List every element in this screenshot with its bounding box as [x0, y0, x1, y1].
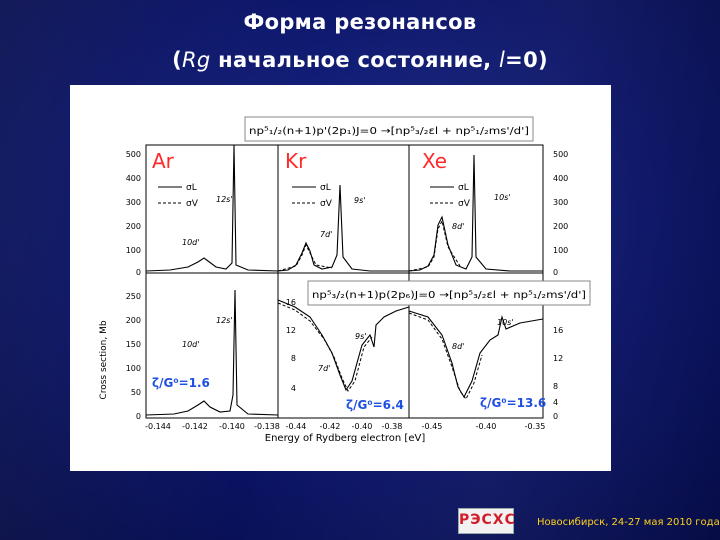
- kr-top-curve-sigma-l: [277, 184, 409, 272]
- kr-xtick-2: -0.42: [320, 422, 341, 431]
- xe-bottom-ytick-16: 16: [553, 326, 563, 335]
- xe-bottom-ytick-4: 4: [553, 398, 558, 407]
- logo-text: РЭСХС: [459, 512, 516, 528]
- panel-label-xe: Xe: [422, 149, 447, 173]
- xe-bottom-ytick-0: 0: [553, 412, 558, 421]
- x-axis-label: Energy of Rydberg electron [eV]: [265, 433, 426, 444]
- zeta-ar: ζ/G⁰=1.6: [152, 376, 210, 390]
- ar-bottom-ytick-0: 0: [136, 412, 141, 421]
- conference-logo: РЭСХС: [458, 508, 516, 534]
- ar-ytick-100: 100: [126, 246, 141, 255]
- xe-ytick-500: 500: [553, 150, 568, 159]
- panel-label-kr: Kr: [285, 149, 307, 173]
- kr-xtick-4: -0.38: [382, 422, 403, 431]
- kr-bottom-label-9s: 9s': [355, 332, 366, 341]
- ar-top-curve-sigma-l: [145, 144, 279, 272]
- xe-bottom-curve-sigma-v: [408, 312, 483, 400]
- ar-ytick-500: 500: [126, 150, 141, 159]
- figure-svg: 500 400 300 200 100 0 250 200 150 100 50…: [99, 116, 591, 444]
- kr-top-label-9s: 9s': [354, 196, 365, 205]
- kr-top-curve-sigma-v: [277, 243, 333, 272]
- ar-bottom-ytick-50: 50: [131, 388, 141, 397]
- xe-bottom-label-8d: 8d': [452, 342, 464, 351]
- ar-bottom-label-12s: 12s': [216, 316, 233, 325]
- title-l-value: =0): [505, 48, 548, 72]
- xe-top-curve-sigma-l: [408, 154, 543, 272]
- title-initial-state: начальное состояние,: [210, 48, 500, 72]
- slide-title-line1: Форма резонансов: [243, 10, 477, 34]
- ar-ytick-400: 400: [126, 174, 141, 183]
- ar-xtick-2: -0.142: [182, 422, 208, 431]
- xe-xtick-1: -0.45: [422, 422, 443, 431]
- kr-legend-sigma-l: σL: [320, 183, 331, 193]
- ar-bottom-ytick-250: 250: [126, 292, 141, 301]
- xe-top-label-10s: 10s': [494, 193, 511, 202]
- conference-footer: Новосибирск, 24-27 мая 2010 года: [537, 517, 720, 528]
- zeta-xe: ζ/G⁰=13.6: [480, 396, 546, 410]
- kr-bottom-curve-sigma-v: [277, 302, 373, 392]
- xe-xtick-3: -0.35: [525, 422, 546, 431]
- slide-title-line2: (Rg начальное состояние, l=0): [0, 48, 720, 72]
- ar-top-label-10d: 10d': [182, 238, 199, 247]
- xe-ytick-300: 300: [553, 198, 568, 207]
- ar-bottom-ytick-200: 200: [126, 316, 141, 325]
- ar-legend-sigma-l: σL: [186, 183, 197, 193]
- caption-top: np⁵₁/₂(n+1)p'(2p₁)J=0 →[np⁵₃/₂εl + np⁵₁/…: [249, 126, 529, 137]
- xe-bottom-label-10s: 10s': [497, 318, 514, 327]
- xe-ytick-100: 100: [553, 246, 568, 255]
- xe-bottom-ytick-12: 12: [553, 354, 563, 363]
- title-paren-open: (: [172, 48, 182, 72]
- title-l: l: [499, 48, 506, 72]
- kr-ytick-4: 4: [291, 384, 296, 393]
- ar-bottom-curve-sigma-l: [145, 289, 279, 416]
- xe-legend-sigma-v: σV: [458, 199, 471, 209]
- ar-ytick-0: 0: [136, 268, 141, 277]
- caption-top-box: [244, 116, 534, 142]
- ar-bottom-ytick-100: 100: [126, 364, 141, 373]
- ar-bottom-ytick-150: 150: [126, 340, 141, 349]
- title-rg: Rg: [182, 48, 211, 72]
- kr-xtick-1: -0.44: [286, 422, 307, 431]
- panel-label-ar: Ar: [152, 149, 175, 173]
- kr-bottom-curve-sigma-l: [277, 299, 410, 392]
- xe-bottom-ytick-8: 8: [553, 382, 558, 391]
- caption-mid: np⁵₃/₂(n+1)p(2p₆)J=0 →[np⁵₃/₂εl + np⁵₁/₂…: [312, 290, 586, 301]
- ar-bottom-label-10d: 10d': [182, 340, 199, 349]
- ar-xtick-3: -0.140: [219, 422, 245, 431]
- frame-xe-bottom: [408, 272, 544, 419]
- kr-top-label-7d: 7d': [320, 230, 332, 239]
- xe-xtick-2: -0.40: [476, 422, 497, 431]
- ar-xtick-4: -0.138: [254, 422, 280, 431]
- xe-ytick-400: 400: [553, 174, 568, 183]
- kr-ytick-16: 16: [286, 298, 296, 307]
- ar-ytick-200: 200: [126, 222, 141, 231]
- ar-xtick-1: -0.144: [145, 422, 171, 431]
- ar-top-label-12s: 12s': [216, 195, 233, 204]
- xe-top-label-8d: 8d': [452, 222, 464, 231]
- kr-ytick-12: 12: [286, 326, 296, 335]
- resonance-figure: 500 400 300 200 100 0 250 200 150 100 50…: [70, 85, 611, 471]
- xe-legend-sigma-l: σL: [458, 183, 469, 193]
- ar-legend-sigma-v: σV: [186, 199, 199, 209]
- kr-bottom-label-7d: 7d': [318, 364, 330, 373]
- zeta-kr: ζ/G⁰=6.4: [346, 398, 404, 412]
- caption-mid-box: [307, 280, 591, 306]
- frame-ar-bottom: [145, 272, 279, 419]
- y-axis-label: Cross section, Mb: [99, 320, 109, 399]
- kr-ytick-8: 8: [291, 354, 296, 363]
- ar-ytick-300: 300: [126, 198, 141, 207]
- xe-ytick-200: 200: [553, 222, 568, 231]
- xe-bottom-curve-sigma-l: [408, 310, 544, 399]
- xe-ytick-0: 0: [553, 268, 558, 277]
- kr-xtick-3: -0.40: [352, 422, 373, 431]
- kr-legend-sigma-v: σV: [320, 199, 333, 209]
